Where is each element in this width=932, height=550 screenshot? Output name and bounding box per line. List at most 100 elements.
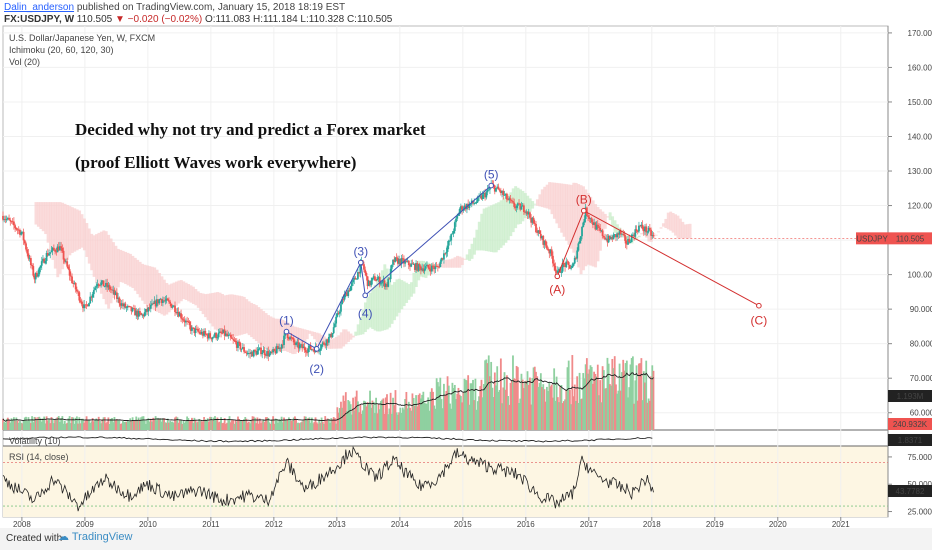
- volume-bar: [208, 421, 210, 430]
- candle-body: [615, 234, 617, 238]
- author-link[interactable]: Dalin_anderson: [4, 2, 75, 13]
- candle-body: [210, 337, 213, 340]
- volume-bar: [571, 355, 574, 430]
- corrective-wave-label: (A): [549, 282, 565, 296]
- candle-body: [62, 250, 65, 260]
- volume-bar: [268, 422, 271, 430]
- volume-bar: [365, 406, 368, 430]
- ichimoku-cloud-segment: [681, 221, 685, 239]
- candle-body: [78, 292, 81, 301]
- candle-body: [376, 279, 379, 281]
- volume-bar: [164, 422, 167, 430]
- candle-body: [377, 277, 380, 280]
- volume-bar: [418, 393, 421, 430]
- volume-bar: [48, 419, 50, 430]
- candle-body: [137, 311, 140, 317]
- candle-body: [438, 266, 440, 268]
- candle-body: [180, 313, 182, 319]
- volume-bar: [277, 422, 279, 430]
- candle-body: [60, 246, 63, 249]
- volume-bar: [630, 358, 633, 430]
- volume-bar: [146, 419, 149, 430]
- candle-body: [399, 258, 402, 265]
- candle-body: [608, 235, 611, 240]
- volume-bar: [473, 400, 476, 430]
- ichimoku-cloud-segment: [128, 253, 132, 287]
- volume-bar: [589, 365, 592, 430]
- candle-body: [13, 221, 15, 226]
- volume-bar: [556, 397, 559, 430]
- candle-body: [474, 202, 477, 204]
- ichimoku-cloud-segment: [414, 263, 418, 287]
- volume-bar: [250, 419, 253, 430]
- volume-bar: [378, 409, 381, 430]
- volume-bar: [646, 402, 649, 430]
- volume-bar: [108, 423, 111, 430]
- ichimoku-cloud-segment: [366, 296, 370, 330]
- candle-body: [161, 300, 164, 303]
- candle-body: [46, 252, 49, 256]
- candle-body: [115, 292, 118, 299]
- candle-body: [130, 306, 133, 312]
- ichimoku-cloud-segment: [237, 295, 241, 336]
- candle-body: [363, 264, 365, 270]
- ichimoku-cloud-segment: [179, 280, 183, 302]
- x-tick-label: 2015: [454, 520, 472, 528]
- volume-bar: [49, 423, 52, 430]
- ichimoku-cloud-segment: [477, 221, 481, 251]
- ichimoku-cloud-segment: [506, 194, 510, 241]
- candle-body: [445, 251, 448, 254]
- ichimoku-cloud-segment: [291, 325, 295, 355]
- volume-bar: [52, 423, 55, 430]
- candle-body: [530, 217, 533, 223]
- candle-body: [420, 266, 422, 271]
- candle-body: [537, 230, 540, 233]
- candle-body: [178, 313, 181, 317]
- price-chart[interactable]: (1) (2) (3) (4) (5) (A) (B) (C) 170.000 160.000 1…: [0, 0, 932, 528]
- candle-body: [177, 312, 180, 317]
- candle-body: [572, 263, 575, 266]
- candle-body: [607, 235, 610, 243]
- ichimoku-cloud-segment: [138, 261, 142, 298]
- candle-body: [473, 203, 476, 204]
- candle-body: [228, 334, 231, 336]
- volume-bar: [507, 395, 510, 430]
- volume-bar: [193, 417, 196, 430]
- candle-body: [148, 307, 151, 309]
- candle-body: [107, 285, 110, 288]
- candle-body: [211, 337, 214, 340]
- candle-body: [280, 344, 283, 349]
- volume-bar: [413, 405, 416, 430]
- volume-bar: [525, 380, 528, 430]
- candle-body: [605, 238, 608, 240]
- volume-bar: [572, 396, 575, 430]
- candle-body: [612, 234, 615, 240]
- volume-bar: [313, 422, 316, 430]
- volume-bar: [347, 400, 350, 430]
- ichimoku-cloud-segment: [269, 316, 273, 354]
- volume-bar: [45, 416, 48, 430]
- candle-body: [340, 304, 342, 312]
- ichimoku-cloud-segment: [586, 193, 590, 265]
- ichimoku-cloud-segment: [182, 281, 186, 300]
- volume-bar: [334, 418, 336, 430]
- impulse-wave-label: (1): [279, 314, 294, 328]
- volume-bar: [594, 373, 597, 430]
- volume-bar: [400, 412, 403, 430]
- candle-body: [272, 349, 275, 353]
- tradingview-logo[interactable]: ☁ TradingView: [58, 530, 132, 543]
- volume-bar: [357, 401, 359, 430]
- volume-bar: [254, 417, 256, 430]
- volume-bar: [531, 378, 534, 430]
- ichimoku-cloud-segment: [548, 182, 552, 210]
- candle-body: [172, 305, 175, 307]
- rsi-pane-bg: [3, 446, 888, 517]
- candle-body: [520, 206, 523, 210]
- volume-bar: [20, 422, 23, 430]
- candle-body: [297, 342, 300, 349]
- candle-body: [579, 236, 582, 241]
- volume-bar: [281, 422, 284, 430]
- candle-body: [23, 240, 26, 244]
- candle-body: [469, 203, 472, 205]
- candle-body: [590, 218, 593, 223]
